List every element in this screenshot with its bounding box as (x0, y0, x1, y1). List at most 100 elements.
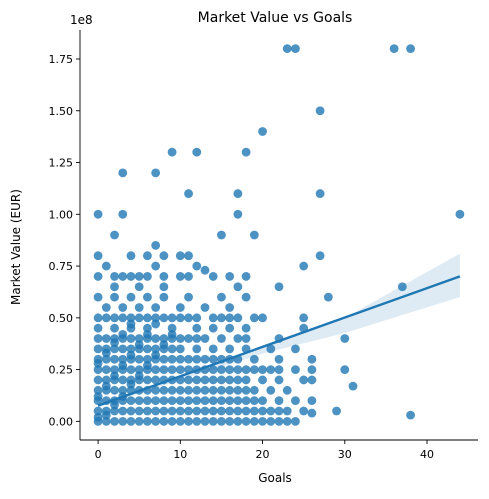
data-point (167, 396, 177, 406)
data-point (175, 303, 185, 312)
data-point (192, 261, 202, 271)
data-point (233, 282, 243, 292)
data-point (143, 323, 152, 333)
data-point (241, 416, 251, 426)
data-point (208, 416, 218, 426)
data-point (266, 344, 276, 354)
data-point (118, 416, 128, 426)
data-point (217, 406, 226, 416)
data-point (118, 272, 128, 281)
data-point (233, 334, 243, 343)
data-point (266, 416, 276, 426)
y-tick-label: 0.00 (49, 415, 74, 428)
data-point (93, 412, 103, 422)
data-point (217, 230, 226, 240)
data-point (134, 282, 144, 292)
data-point (159, 365, 169, 374)
data-point (200, 265, 210, 275)
data-point (217, 416, 226, 426)
data-point (208, 354, 218, 364)
data-point (291, 44, 300, 54)
data-point (332, 406, 341, 416)
data-point (192, 147, 202, 157)
data-point (159, 251, 169, 261)
data-point (126, 334, 136, 343)
data-point (101, 416, 111, 426)
data-point (143, 361, 152, 370)
data-point (126, 406, 136, 416)
data-point (134, 396, 144, 406)
data-point (225, 313, 235, 323)
data-point (110, 313, 119, 323)
data-point (266, 365, 276, 374)
data-point (151, 416, 161, 426)
data-point (151, 350, 161, 360)
data-point (299, 261, 309, 271)
data-point (241, 365, 251, 374)
data-point (151, 365, 161, 374)
data-point (118, 303, 128, 312)
y-offset-label: 1e8 (70, 13, 93, 27)
data-point (110, 292, 119, 302)
data-point (249, 406, 259, 416)
data-point (241, 334, 251, 343)
data-point (143, 344, 152, 354)
data-point (274, 375, 284, 385)
confidence-band-layer (98, 253, 460, 408)
y-tick-label: 0.25 (49, 364, 74, 377)
data-point (93, 392, 103, 401)
y-axis-label: Market Value (EUR) (9, 189, 23, 305)
data-point (282, 406, 292, 416)
data-point (159, 385, 169, 395)
data-point (167, 354, 177, 364)
confidence-band (98, 253, 460, 408)
data-point (225, 416, 235, 426)
data-point (258, 406, 267, 416)
data-point (159, 292, 169, 302)
data-point (101, 375, 111, 385)
data-point (101, 354, 111, 364)
data-point (110, 323, 119, 333)
data-point (241, 147, 251, 157)
data-point (208, 365, 218, 374)
data-point (184, 313, 193, 323)
data-point (274, 416, 284, 426)
y-tick-label: 1.25 (49, 157, 74, 170)
data-point (307, 365, 317, 374)
data-point (167, 147, 177, 157)
data-point (159, 334, 169, 343)
data-point (93, 406, 103, 416)
data-point (208, 344, 218, 354)
data-point (151, 319, 161, 329)
data-point (258, 127, 267, 136)
axes-layer (79, 30, 478, 441)
data-point (175, 334, 185, 343)
data-point (167, 329, 177, 339)
data-point (151, 168, 161, 178)
data-point (110, 272, 119, 281)
data-point (159, 340, 169, 350)
data-point (249, 365, 259, 374)
data-point (249, 230, 259, 240)
data-point (315, 106, 325, 116)
regression-line (97, 275, 461, 407)
data-point (151, 313, 161, 323)
data-point (299, 406, 309, 416)
data-point (274, 396, 284, 406)
data-point (184, 189, 193, 198)
data-point (126, 292, 136, 302)
data-point (118, 406, 128, 416)
data-point (200, 303, 210, 312)
data-point (118, 385, 128, 395)
data-point (249, 354, 259, 364)
data-point (274, 365, 284, 374)
data-point (249, 416, 259, 426)
data-point (233, 416, 243, 426)
data-point (266, 385, 276, 395)
data-point (274, 354, 284, 364)
data-point (118, 375, 128, 385)
data-point (110, 354, 119, 364)
y-tick-label: 1.75 (49, 53, 74, 66)
data-point (175, 354, 185, 364)
data-point (225, 406, 235, 416)
